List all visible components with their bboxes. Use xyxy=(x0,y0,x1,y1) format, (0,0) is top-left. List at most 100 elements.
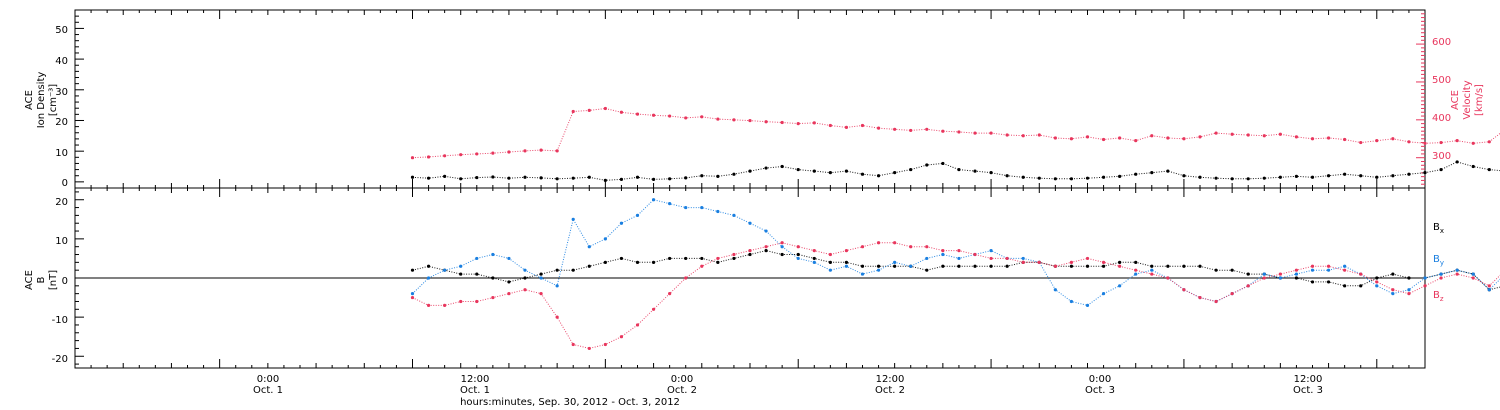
density-point xyxy=(571,176,575,180)
by-point xyxy=(587,245,591,249)
density-point xyxy=(1471,164,1475,169)
velocity-ylabel-line2: Velocity xyxy=(1462,80,1473,119)
bz-point xyxy=(780,241,784,245)
bz-point xyxy=(1166,276,1170,280)
density-point xyxy=(651,177,656,182)
by-point xyxy=(475,256,479,261)
velocity-point xyxy=(1182,137,1186,141)
density-tick-label: 50 xyxy=(55,25,68,36)
x-time-label: 12:00 xyxy=(876,374,905,385)
velocity-point xyxy=(475,152,479,156)
bz-point xyxy=(1391,288,1395,292)
by-point xyxy=(989,249,993,253)
density-point xyxy=(539,176,543,180)
x-date-label: Oct. 1 xyxy=(253,385,283,396)
velocity-point xyxy=(1166,136,1170,140)
bz-point xyxy=(1278,272,1282,276)
velocity-tick-labels: 300 400 500 600 xyxy=(1432,37,1451,162)
velocity-point xyxy=(1246,133,1250,137)
density-point xyxy=(812,169,816,173)
by-point xyxy=(941,252,945,257)
bx-point xyxy=(1182,264,1186,268)
b-ylabel-line3: [nT] xyxy=(48,270,59,290)
density-tick-label: 20 xyxy=(55,117,68,128)
x-date-label: Oct. 3 xyxy=(1293,385,1323,396)
density-point xyxy=(1069,177,1074,181)
bz-point xyxy=(1407,292,1411,296)
bz-point xyxy=(1037,260,1041,264)
density-ylabel-line1: ACE xyxy=(24,90,35,110)
density-tick-label: 40 xyxy=(55,56,68,67)
plasma-panel-frame xyxy=(74,9,1426,189)
density-point xyxy=(1134,172,1138,176)
x-axis-title: hours:minutes, Sep. 30, 2012 - Oct. 3, 2… xyxy=(460,397,680,408)
x-time-label: 0:00 xyxy=(257,374,279,385)
velocity-point xyxy=(973,131,977,135)
velocity-point xyxy=(732,118,736,122)
bx-trace xyxy=(412,250,1500,291)
b-tick-labels: -20 -10 0 10 20 xyxy=(52,197,68,365)
velocity-point xyxy=(443,154,447,158)
velocity-point xyxy=(539,148,543,152)
density-tick-label: 30 xyxy=(55,87,68,98)
density-point xyxy=(619,177,624,182)
magnetic-ylabel: ACE B [nT] xyxy=(24,270,59,290)
density-point xyxy=(1487,167,1491,172)
bz-point xyxy=(668,292,672,296)
velocity-point xyxy=(1375,139,1379,143)
bz-point xyxy=(1310,264,1315,268)
density-point xyxy=(684,176,688,180)
velocity-tick-label: 300 xyxy=(1432,151,1451,162)
bx-point xyxy=(1118,260,1122,264)
velocity-point xyxy=(587,108,591,112)
b-tick-label: 0 xyxy=(62,276,68,287)
density-point xyxy=(1407,172,1411,176)
density-point xyxy=(1310,175,1315,179)
bz-point xyxy=(989,256,993,261)
by-point xyxy=(796,256,800,261)
velocity-ylabel-line3: [km/s] xyxy=(1474,84,1485,116)
velocity-point xyxy=(844,125,849,130)
bz-point xyxy=(1134,268,1138,272)
b-ylabel-line2: B xyxy=(36,276,47,283)
velocity-point xyxy=(1439,140,1443,145)
by-point xyxy=(1423,276,1427,280)
density-point xyxy=(1375,175,1379,179)
density-point xyxy=(1278,175,1282,179)
legend-bx: Bx xyxy=(1433,222,1444,235)
bx-point xyxy=(539,272,543,276)
by-trace xyxy=(412,199,1500,306)
bx-point xyxy=(716,260,720,264)
by-point xyxy=(700,205,704,210)
density-point xyxy=(1262,176,1266,180)
b-tick-label: -10 xyxy=(52,315,68,326)
bz-point xyxy=(1005,256,1009,261)
bx-point xyxy=(828,260,832,264)
bx-point xyxy=(957,264,961,268)
velocity-point xyxy=(603,106,607,111)
plasma-left-ylabel: ACE Ion Density [cm⁻³] xyxy=(24,72,59,129)
bx-point xyxy=(507,280,511,284)
density-point xyxy=(1198,175,1202,179)
velocity-point xyxy=(909,128,913,133)
by-point xyxy=(1134,272,1138,276)
by-point xyxy=(1085,303,1090,307)
bz-point xyxy=(587,346,591,351)
bx-point xyxy=(1343,284,1347,288)
bz-point xyxy=(1246,284,1250,288)
bz-point xyxy=(1021,260,1025,264)
velocity-tick-label: 600 xyxy=(1432,37,1451,48)
bz-point xyxy=(410,295,415,300)
data-points xyxy=(410,106,1500,351)
bz-point xyxy=(796,245,800,249)
velocity-point xyxy=(1230,132,1234,136)
bz-point xyxy=(1359,272,1363,276)
x-date-label: Oct. 1 xyxy=(460,385,490,396)
density-point xyxy=(909,167,913,172)
bz-point xyxy=(523,288,527,292)
x-date-label: Oct. 2 xyxy=(875,385,905,396)
bx-point xyxy=(651,260,656,264)
bx-point xyxy=(684,256,688,261)
